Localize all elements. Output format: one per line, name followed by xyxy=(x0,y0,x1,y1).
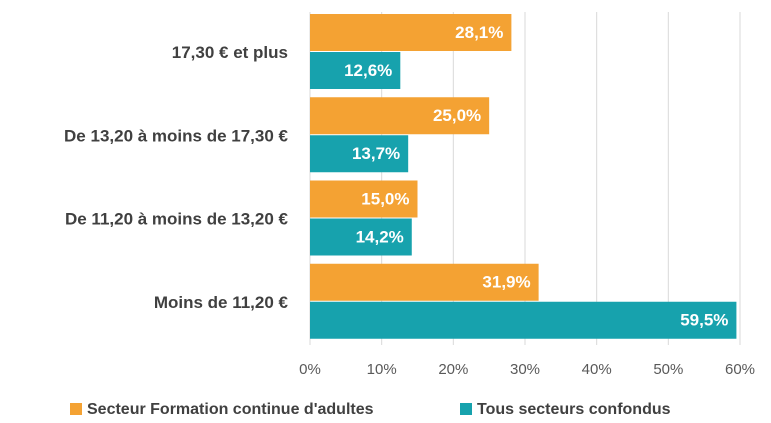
value-label: 14,2% xyxy=(356,227,404,246)
bar xyxy=(310,263,539,301)
bar xyxy=(310,52,401,89)
value-label: 12,6% xyxy=(344,61,392,80)
x-tick-label: 30% xyxy=(510,361,540,378)
value-label: 13,7% xyxy=(352,144,400,163)
category-label: 17,30 € et plus xyxy=(172,43,288,62)
x-tick-label: 20% xyxy=(438,361,468,378)
x-tick-label: 10% xyxy=(367,361,397,378)
value-label: 15,0% xyxy=(361,189,409,208)
x-tick-label: 40% xyxy=(582,361,612,378)
bar xyxy=(310,14,512,51)
x-tick-label: 0% xyxy=(299,361,321,378)
value-label: 25,0% xyxy=(433,106,481,125)
x-tick-label: 50% xyxy=(653,361,683,378)
legend-swatch xyxy=(70,403,82,415)
category-label: De 13,20 à moins de 17,30 € xyxy=(64,126,289,145)
bar xyxy=(310,180,418,218)
bar xyxy=(310,135,409,173)
legend-label: Secteur Formation continue d'adultes xyxy=(87,401,374,418)
category-label: De 11,20 à moins de 13,20 € xyxy=(65,210,289,229)
value-label: 31,9% xyxy=(482,273,530,292)
value-label: 28,1% xyxy=(455,23,503,42)
category-label: Moins de 11,20 € xyxy=(154,293,289,312)
x-tick-label: 60% xyxy=(725,361,755,378)
bar xyxy=(310,97,490,135)
legend-swatch xyxy=(460,403,472,415)
bar xyxy=(310,301,737,339)
value-label: 59,5% xyxy=(680,311,728,330)
bar xyxy=(310,218,412,256)
legend-label: Tous secteurs confondus xyxy=(477,401,671,418)
